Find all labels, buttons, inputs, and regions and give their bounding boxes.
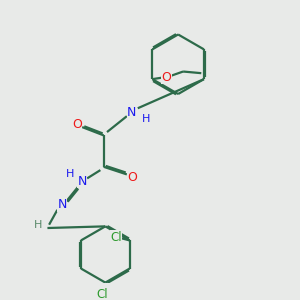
Text: H: H bbox=[34, 220, 42, 230]
Text: O: O bbox=[72, 118, 82, 131]
Text: N: N bbox=[58, 198, 67, 212]
Text: Cl: Cl bbox=[96, 288, 108, 300]
Text: H: H bbox=[142, 115, 150, 124]
Text: O: O bbox=[162, 71, 172, 84]
Text: N: N bbox=[77, 175, 87, 188]
Text: O: O bbox=[127, 171, 137, 184]
Text: H: H bbox=[65, 169, 74, 179]
Text: Cl: Cl bbox=[110, 231, 122, 244]
Text: N: N bbox=[127, 106, 136, 119]
